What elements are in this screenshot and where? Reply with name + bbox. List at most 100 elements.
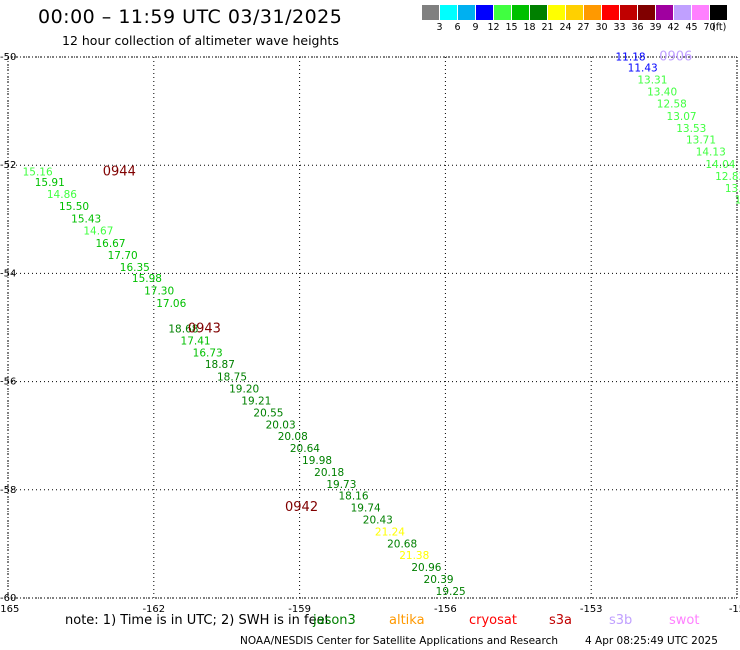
swh-value: 20.39 xyxy=(424,574,454,586)
scale-label: 27 xyxy=(577,22,590,33)
scale-swatch xyxy=(584,5,601,20)
swh-value: 14.04 xyxy=(705,159,735,171)
scale-label: 9 xyxy=(472,22,479,33)
scale-label: 45 xyxy=(685,22,698,33)
y-tick-label: -58 xyxy=(0,485,16,496)
x-tick-label: -15 xyxy=(729,604,740,615)
swh-value: 20.18 xyxy=(314,467,344,479)
mission-legend-item: s3a xyxy=(549,613,573,628)
swh-value: 14.67 xyxy=(83,226,113,238)
swh-value: 13.07 xyxy=(667,111,697,123)
plot-frame xyxy=(7,56,738,599)
chart-subtitle: 12 hour collection of altimeter wave hei… xyxy=(62,33,339,48)
mission-legend-item: s3b xyxy=(609,613,633,628)
swh-value: 13.92 xyxy=(725,183,740,195)
swh-value: 19.74 xyxy=(351,503,381,515)
scale-swatch xyxy=(566,5,583,20)
swh-value: 14.13 xyxy=(696,147,726,159)
swh-value: 20.03 xyxy=(266,419,296,431)
swh-value: 15.43 xyxy=(71,214,101,226)
x-tick-label: -156 xyxy=(434,604,457,615)
scale-label: 21 xyxy=(541,22,554,33)
scale-label: 3 xyxy=(436,22,443,33)
scale-swatch xyxy=(530,5,547,20)
swh-value: 15.16 xyxy=(23,167,53,179)
y-tick-label: -52 xyxy=(0,160,16,171)
swh-value: 12.83 xyxy=(715,171,740,183)
scale-label: 33 xyxy=(613,22,626,33)
swh-value: 18.68 xyxy=(168,324,198,336)
swh-value: 13.53 xyxy=(676,123,706,135)
generation-timestamp: 4 Apr 08:25:49 UTC 2025 xyxy=(585,635,718,647)
scale-label: 12 xyxy=(487,22,500,33)
y-tick-label: -60 xyxy=(0,593,16,604)
swh-value: 18.75 xyxy=(217,372,247,384)
scale-swatch xyxy=(512,5,529,20)
scale-swatch xyxy=(602,5,619,20)
scale-swatch xyxy=(620,5,637,20)
scale-label: 70 xyxy=(703,22,716,33)
swh-value: 14.86 xyxy=(47,189,77,201)
swh-value: 20.68 xyxy=(387,538,417,550)
swh-value: 18.16 xyxy=(338,491,368,503)
x-tick-label: -165 xyxy=(0,604,19,615)
scale-swatch xyxy=(692,5,709,20)
pass-time-label: 0943 xyxy=(188,322,221,337)
swh-value: 19.21 xyxy=(241,395,271,407)
swh-value: 12.58 xyxy=(657,98,687,110)
swh-value: 13.31 xyxy=(637,75,667,87)
scale-swatch xyxy=(674,5,691,20)
swh-value: 16.35 xyxy=(120,262,150,274)
swh-value: 17.70 xyxy=(108,250,138,262)
scale-label: 18 xyxy=(523,22,536,33)
scale-label: 39 xyxy=(649,22,662,33)
scale-label: 42 xyxy=(667,22,680,33)
y-tick-label: -56 xyxy=(0,377,16,388)
swh-value: 16.73 xyxy=(193,347,223,359)
scale-swatch xyxy=(476,5,493,20)
chart-title: 00:00 – 11:59 UTC 03/31/2025 xyxy=(38,6,343,28)
swh-value: 20.96 xyxy=(411,562,441,574)
swh-value: 17.06 xyxy=(156,298,186,310)
swh-value: 11.18 xyxy=(616,51,646,63)
scale-swatch xyxy=(440,5,457,20)
mission-legend-item: swot xyxy=(669,613,700,628)
swh-value: 19.25 xyxy=(436,586,466,598)
swh-value: 18.87 xyxy=(205,359,235,371)
scale-label: 30 xyxy=(595,22,608,33)
swh-value: 21.38 xyxy=(399,550,429,562)
swh-value: 20.08 xyxy=(278,431,308,443)
scale-label: 15 xyxy=(505,22,518,33)
scale-swatch xyxy=(656,5,673,20)
mission-legend-item: altika xyxy=(389,613,425,628)
scale-swatch xyxy=(422,5,439,20)
swh-value: 17.30 xyxy=(144,286,174,298)
scale-swatch xyxy=(458,5,475,20)
scale-swatch xyxy=(710,5,727,20)
scale-label: 36 xyxy=(631,22,644,33)
pass-time-label: 0906 xyxy=(659,49,692,64)
swh-value: 20.43 xyxy=(363,514,393,526)
y-tick-label: -50 xyxy=(0,52,16,63)
swh-value: 19.20 xyxy=(229,384,259,396)
swh-value: 16.67 xyxy=(95,238,125,250)
mission-legend-item: jason3 xyxy=(313,613,356,628)
swh-value: 15.98 xyxy=(132,273,162,285)
swh-value: 13.71 xyxy=(686,135,716,147)
scale-label: 24 xyxy=(559,22,572,33)
x-tick-label: -159 xyxy=(288,604,311,615)
y-tick-label: -54 xyxy=(0,268,16,279)
credit-line: NOAA/NESDIS Center for Satellite Applica… xyxy=(240,635,558,647)
swh-value: 13.40 xyxy=(647,87,677,99)
pass-time-label: 0942 xyxy=(285,500,318,515)
scale-swatch xyxy=(548,5,565,20)
scale-swatch xyxy=(638,5,655,20)
swh-value: 21.24 xyxy=(375,526,405,538)
x-tick-label: -162 xyxy=(142,604,165,615)
mission-legend-item: cryosat xyxy=(469,613,517,628)
swh-value: 19.73 xyxy=(326,479,356,491)
scale-swatch xyxy=(494,5,511,20)
scale-label: 6 xyxy=(454,22,461,33)
pass-time-label: 0944 xyxy=(103,165,136,180)
